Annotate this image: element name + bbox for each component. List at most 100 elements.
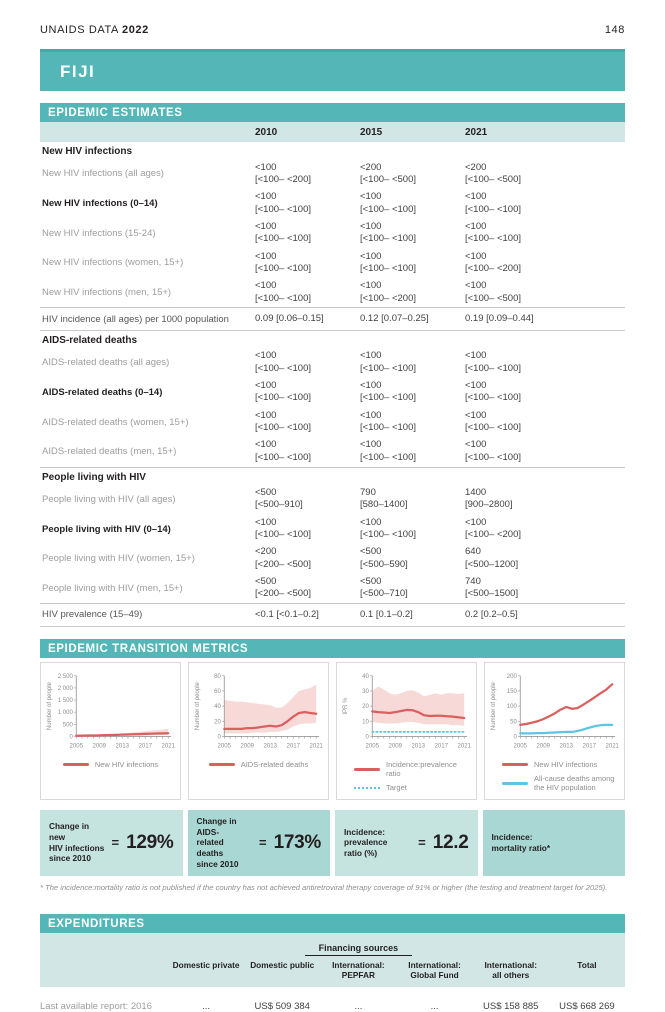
col-international-global-fund: International: Global Fund — [408, 959, 461, 981]
country-banner: FIJI — [40, 49, 625, 91]
expenditures-data-row: Last available report: 2016 ... US$ 509 … — [40, 1001, 625, 1012]
line-swatch — [62, 762, 89, 766]
svg-text:2017: 2017 — [434, 743, 448, 749]
estimate-cell: 640 [<500–1200] — [465, 546, 625, 571]
legend-label: All-cause deaths among the HIV populatio… — [534, 774, 615, 793]
estimate-cell: <100 [<100– <200] — [465, 251, 625, 276]
estimate-range: [<100– <200] — [465, 529, 521, 541]
estimate-range: [<100– <100] — [255, 233, 311, 245]
table-row: People living with HIV (women, 15+) <200[… — [40, 544, 625, 574]
estimate-cell: <100 [<100– <100] — [360, 350, 465, 375]
row-label: AIDS-related deaths (0–14) — [42, 386, 163, 398]
section-bar-transition-metrics: EPIDEMIC TRANSITION METRICS — [40, 638, 625, 658]
svg-text:2021: 2021 — [309, 743, 323, 749]
page-number: 148 — [604, 24, 625, 36]
legend-item: New HIV infections — [62, 760, 158, 769]
estimate-cell: <100 [<100– <100] — [360, 251, 465, 276]
svg-text:10: 10 — [362, 719, 369, 725]
estimate-cell: <200 [<100– <500] — [465, 162, 625, 187]
svg-text:150: 150 — [507, 689, 518, 695]
svg-text:2009: 2009 — [389, 743, 403, 749]
estimate-range: [<100– <100] — [360, 451, 416, 463]
new-hiv-infections-chart: 0 500 1 000 1 500 2 000 2 500 2005 2009 2013 2017… — [47, 673, 176, 749]
svg-text:0: 0 — [365, 734, 369, 740]
estimate-value: <100 — [465, 516, 487, 528]
col-domestic-public: Domestic public — [250, 959, 315, 970]
svg-text:200: 200 — [507, 673, 518, 679]
estimate-value: <100 — [360, 516, 382, 528]
estimate-cell: <500 [<200– <500] — [255, 576, 360, 601]
estimate-range: [<100– <100] — [465, 451, 521, 463]
column-year-2010: 2010 — [255, 127, 278, 138]
estimate-cell: <200 [<100– <500] — [360, 162, 465, 187]
estimate-cell: <100 [<100– <100] — [255, 439, 360, 464]
table-row: New HIV infections (men, 15+) <100 [<100– … — [40, 278, 625, 308]
estimate-range: [<100– <100] — [465, 203, 521, 215]
legend-label: New HIV infections — [534, 759, 598, 769]
aids-related-deaths-chart: 0 20 40 60 80 2005 2009 2013 2017 2021 Number of p… — [195, 673, 324, 749]
estimate-cell: <100 [<100– <100] — [255, 221, 360, 246]
estimate-value: <100 — [465, 439, 487, 451]
table-row: New HIV infections (women, 15+) <100 [<100… — [40, 248, 625, 278]
estimate-cell: <100 [<100– <100] — [465, 410, 625, 435]
value-international-global-fund: ... — [430, 1001, 439, 1012]
page-header: UNAIDS DATA 2022 148 — [40, 24, 625, 36]
svg-text:0: 0 — [513, 734, 517, 740]
summary-value: 0.2 [0.2–0.5] — [465, 608, 518, 620]
expenditures-column-labels: Domestic private Domestic public Interna… — [40, 956, 625, 982]
metric-label: Incidence: mortality ratio* — [491, 831, 551, 853]
estimate-value: <100 — [465, 250, 487, 262]
estimate-cell: <500 [<500–590] — [360, 546, 465, 571]
svg-text:2021: 2021 — [457, 743, 471, 749]
svg-text:2005: 2005 — [514, 743, 528, 749]
svg-text:IPR %: IPR % — [343, 697, 349, 715]
estimate-range: [<100– <100] — [255, 529, 311, 541]
table-row: People living with HIV (0–14) <100 [<100– … — [40, 514, 625, 544]
row-label: AIDS-related deaths (all ages) — [42, 357, 170, 369]
legend-label: Incidence:prevalence ratio — [386, 759, 457, 778]
table-row: New HIV infections (all ages) <100 [<100– … — [40, 159, 625, 189]
value-international-pepfar: ... — [354, 1001, 363, 1012]
estimate-cell: <100 [<100– <100] — [465, 380, 625, 405]
estimate-range: [<100– <100] — [465, 233, 521, 245]
svg-text:2009: 2009 — [537, 743, 551, 749]
table-row: New HIV infections (15-24) <100 [<100– <10… — [40, 218, 625, 248]
estimate-cell: <100 [<100– <100] — [465, 350, 625, 375]
chart-legend: New HIV infections — [44, 760, 177, 769]
estimate-value: <100 — [465, 379, 487, 391]
summary-value: 0.19 [0.09–0.44] — [465, 312, 534, 324]
estimate-range: [<200– <500] — [255, 558, 311, 570]
svg-text:50: 50 — [510, 719, 517, 725]
estimate-range: [<100– <100] — [360, 529, 416, 541]
estimate-range: [<100– <100] — [360, 362, 416, 374]
legend-label: AIDS-related deaths — [240, 759, 309, 769]
svg-text:500: 500 — [63, 722, 74, 728]
chart-card-infections-vs-deaths: 0 50 100 150 200 2005 2009 2013 2017 2021 Number o… — [484, 661, 625, 800]
estimate-range: [<100– <500] — [465, 173, 521, 185]
svg-text:2 500: 2 500 — [58, 673, 74, 679]
estimate-value: <100 — [360, 191, 382, 203]
estimate-cell: <100 [<100– <100] — [255, 380, 360, 405]
metric-value: 12.2 — [432, 831, 469, 853]
chart-card-incidence-prevalence-ratio: 0 10 20 30 40 2005 2009 2013 2017 2021 IPR % Incid… — [336, 661, 477, 800]
estimate-cell: <100 [<100– <100] — [255, 517, 360, 542]
estimate-value: 790 — [360, 487, 376, 499]
estimate-range: [<100– <500] — [360, 173, 416, 185]
svg-text:2017: 2017 — [582, 743, 596, 749]
chart-card-aids-related-deaths: 0 20 40 60 80 2005 2009 2013 2017 2021 Number of p… — [188, 661, 329, 800]
estimate-value: <100 — [255, 161, 277, 173]
column-year-2015: 2015 — [360, 127, 383, 138]
table-row: New HIV infections (0–14) <100 [<100– <100… — [40, 189, 625, 219]
equals-sign: = — [418, 835, 426, 851]
svg-text:0: 0 — [217, 734, 221, 740]
table-group-header: People living with HIV — [40, 466, 625, 485]
estimate-cell: <100 [<100– <100] — [360, 410, 465, 435]
report-year: 2022 — [121, 24, 149, 36]
estimate-cell: <100 [<100– <100] — [465, 439, 625, 464]
row-label: New HIV infections (0–14) — [42, 198, 158, 210]
metric-box-incidence-prevalence: Incidence: prevalence ratio (%) = 12.2 — [335, 809, 478, 876]
svg-text:2013: 2013 — [116, 743, 130, 749]
estimate-cell: <100 [<100– <100] — [255, 191, 360, 216]
table-row: People living with HIV (all ages) <500 [<5… — [40, 485, 625, 515]
metric-box-change-new-infections: Change in new HIV infections since 2010 … — [40, 809, 183, 876]
